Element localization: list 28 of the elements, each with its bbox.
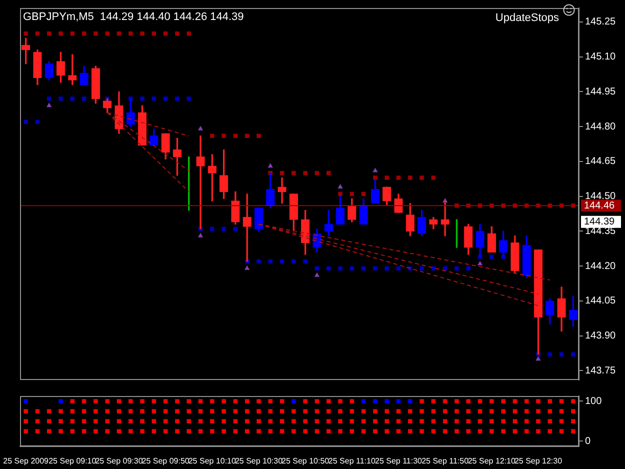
y-tick-label: 143.90 (585, 330, 616, 342)
y-tick-label: 145.10 (585, 52, 616, 63)
y-tick-label: 145.25 (585, 16, 616, 28)
y-tick-label: 144.20 (585, 260, 616, 272)
y-tick-label: 143.75 (585, 365, 616, 376)
y-tick-label: 0 (585, 436, 591, 447)
y-tick-label: 144.05 (585, 296, 616, 307)
y-tick-label: 144.50 (585, 191, 616, 202)
x-tick-label: 25 Sep 11:10 (328, 456, 376, 466)
x-tick-label: 25 Sep 11:50 (422, 456, 470, 466)
x-tick-label: 25 Sep 10:30 (234, 456, 284, 466)
x-tick-label: 25 Sep 09:30 (95, 456, 144, 466)
x-tick-label: 25 Sep 11:30 (374, 456, 423, 466)
x-tick-label: 25 Sep 10:10 (188, 456, 236, 466)
annotation: UpdateStops (495, 12, 560, 24)
y-tick-label: 144.95 (585, 86, 616, 98)
x-tick-label: 25 Sep 12:10 (468, 456, 516, 466)
x-tick-label: 25 Sep 12:30 (514, 456, 563, 466)
chart-title: GBPJPYm,M5 144.29 144.40 144.26 144.39 (23, 11, 244, 24)
y-tick-label: 144.80 (585, 121, 616, 132)
x-tick-label: 25 Sep 2009 (3, 456, 50, 466)
y-tick-label: 100 (585, 396, 602, 407)
x-tick-label: 25 Sep 09:50 (142, 456, 190, 466)
x-tick-label: 25 Sep 09:10 (48, 456, 97, 466)
annotation: 144.39 (584, 216, 616, 228)
y-tick-label: 144.65 (585, 156, 616, 168)
x-tick-label: 25 Sep 10:50 (282, 456, 330, 466)
ref-line-label: 144.46 (584, 200, 616, 212)
